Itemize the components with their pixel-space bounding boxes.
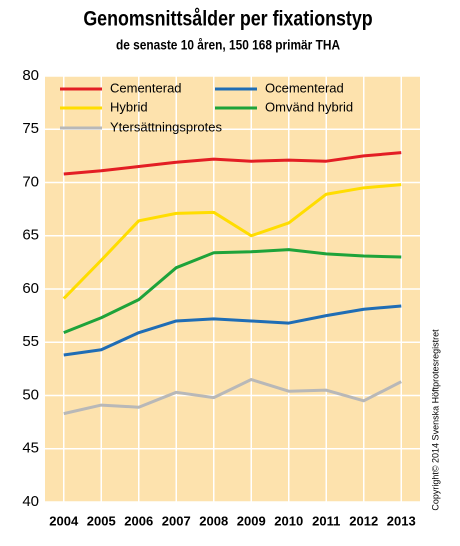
data-line [63, 378, 402, 416]
x-tick-label: 2005 [87, 513, 116, 528]
x-tick-label: 2009 [237, 513, 266, 528]
chart-subtitle: de senaste 10 åren, 150 168 primär THA [116, 37, 341, 53]
copyright: Copyright© 2014 Svenska Höftprotesregist… [430, 329, 440, 511]
x-tick-label: 2013 [387, 513, 416, 528]
x-tick-label: 2011 [312, 513, 340, 528]
y-tick-label: 80 [22, 67, 39, 84]
x-tick-label: 2004 [49, 513, 79, 528]
data-line [63, 151, 402, 176]
y-tick-label: 45 [22, 440, 39, 457]
y-tick-label: 40 [22, 493, 39, 510]
data-line [63, 248, 402, 335]
y-tick-label: 65 [22, 227, 39, 244]
y-tick-label: 70 [22, 173, 39, 190]
legend-label: Omvänd hybrid [265, 99, 353, 114]
x-tick-label: 2012 [349, 513, 378, 528]
data-line [62, 183, 402, 300]
x-tick-label: 2010 [274, 513, 303, 528]
x-tick-label: 2006 [124, 513, 153, 528]
x-tick-label: 2007 [162, 513, 191, 528]
legend-label: Hybrid [110, 99, 148, 114]
data-line [63, 304, 402, 357]
legend-label: Cementerad [110, 80, 182, 95]
y-tick-label: 75 [22, 120, 39, 137]
chart-title: Genomsnittsålder per fixationstyp [83, 6, 372, 31]
legend-label: Ocementerad [265, 80, 344, 95]
x-tick-label: 2008 [199, 513, 228, 528]
y-tick-label: 55 [22, 333, 39, 350]
y-tick-label: 60 [22, 280, 39, 297]
y-tick-label: 50 [22, 386, 39, 403]
legend-label: Ytersättningsprotes [110, 119, 223, 134]
